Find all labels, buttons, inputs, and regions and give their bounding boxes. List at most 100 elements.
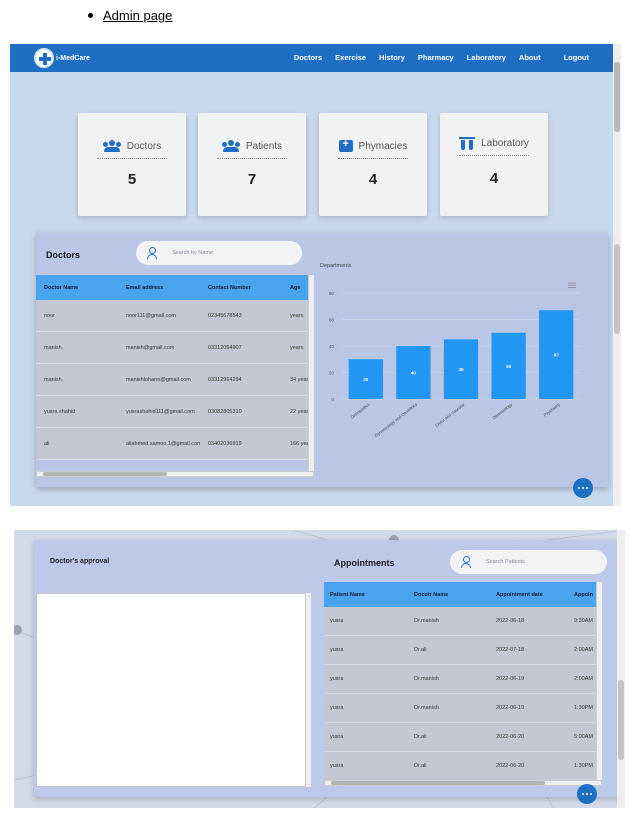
table-row[interactable]: ali aliahmed.samoo.1@gmail.com 034020369… xyxy=(36,428,314,460)
bar xyxy=(443,339,479,399)
cell-appointment-date: 2022-07-18 xyxy=(496,647,525,653)
table-row[interactable]: noor noor111@gmail.com 02345678543 years xyxy=(36,300,314,332)
table-row[interactable]: manish manish@gmail.com 03312064907 year… xyxy=(36,332,314,364)
bar xyxy=(539,310,574,399)
stat-value: 4 xyxy=(368,171,378,188)
cell-doctor-name: Dr.ali xyxy=(414,763,427,769)
table-row[interactable]: yusra shahid yusrashahid111@gmail.com 03… xyxy=(36,396,314,428)
bar-data-label: 40 xyxy=(411,371,417,376)
logo-text: i-MedCare xyxy=(56,54,90,62)
cell-appointment-date: 2022-06-19 xyxy=(496,705,525,711)
cell-age: years xyxy=(290,312,304,319)
scrollbar-thumb[interactable] xyxy=(331,781,545,785)
nav-link-doctors[interactable]: Doctors xyxy=(293,53,323,62)
page-scrollbar[interactable] xyxy=(613,44,621,506)
column-header[interactable]: Docotr Name xyxy=(414,591,449,598)
chat-icon[interactable] xyxy=(577,784,597,804)
cell-contact: 03312064907 xyxy=(208,344,242,351)
column-header[interactable]: Email address xyxy=(126,284,164,291)
cell-age: 166 years xyxy=(290,440,314,447)
cell-appointment-date: 2022-06-20 xyxy=(496,734,525,740)
navbar: i-MedCare Doctors Exercise History Pharm… xyxy=(10,44,621,72)
approval-appointments-panel: Doctor's approval Appointments Search Pa… xyxy=(34,540,624,804)
cell-email: yusrashahid111@gmail.com xyxy=(126,408,195,415)
doctors-panel: Doctors Search by Name Doctor Name Email… xyxy=(36,233,608,498)
y-tick-label: 40 xyxy=(329,344,335,349)
stat-label: Phymacies xyxy=(358,140,408,152)
panel-title: Doctors xyxy=(46,250,81,260)
stat-card-doctors[interactable]: Doctors 5 xyxy=(78,113,186,216)
column-header[interactable]: Contact Number xyxy=(208,284,251,291)
cell-doctor-name: noor xyxy=(44,312,56,319)
search-placeholder: Search Patients xyxy=(486,559,525,565)
table-row[interactable]: yusra Dr.ali 2022-06-20 1:30PM xyxy=(324,752,602,780)
logo[interactable]: i-MedCare xyxy=(34,48,90,68)
page-scrollbar[interactable] xyxy=(617,530,625,808)
stat-card-pharmacies[interactable]: Phymacies 4 xyxy=(319,113,427,216)
bar-data-label: 67 xyxy=(554,353,560,358)
divider xyxy=(459,155,529,156)
appointments-vertical-scrollbar[interactable] xyxy=(596,582,602,780)
stat-card-patients[interactable]: Patients 7 xyxy=(198,113,306,216)
page-scrollbar-thumb[interactable] xyxy=(614,62,620,132)
column-header[interactable]: Appoin xyxy=(574,591,593,598)
search-placeholder: Search by Name xyxy=(172,250,213,256)
table-row[interactable]: yusra Dr.ali 2022-07-18 2:00AM xyxy=(324,636,602,665)
table-vertical-scrollbar[interactable] xyxy=(308,275,314,471)
user-search-icon xyxy=(146,247,160,259)
scrollbar-thumb[interactable] xyxy=(43,472,167,476)
nav-link-pharmacy[interactable]: Pharmacy xyxy=(417,53,454,62)
column-header[interactable]: Doctor Name xyxy=(44,284,79,291)
section-heading: Admin page xyxy=(88,8,172,23)
nav-link-history[interactable]: History xyxy=(379,53,405,62)
patient-search-input[interactable]: Search Patients xyxy=(450,550,607,574)
cell-age: 22 years xyxy=(290,408,312,415)
cell-doctor-name: Dr.manish xyxy=(414,676,439,682)
y-tick-label: 60 xyxy=(329,318,335,323)
cell-email: noor111@gmail.com xyxy=(126,312,177,319)
users-icon xyxy=(221,140,240,152)
nav-link-logout[interactable]: Logout xyxy=(563,53,589,62)
x-tick-label: Orthopedics xyxy=(350,402,371,420)
column-header[interactable]: Patient Name xyxy=(330,591,365,598)
cell-doctor-name: Dr.ali xyxy=(414,647,427,653)
table-row[interactable]: yusra Dr.manish 2022-06-18 9:30AM xyxy=(324,607,602,636)
appointments-title: Appointments xyxy=(334,558,395,568)
stat-card-laboratory[interactable]: Laboratory 4 xyxy=(440,113,548,216)
cell-email: manish@gmail.com xyxy=(126,344,175,351)
cell-appointment-time: 1:30PM xyxy=(574,763,593,769)
chart-title: Departments xyxy=(320,263,352,269)
nav-link-laboratory[interactable]: Laboratory xyxy=(466,53,506,62)
y-tick-label: 80 xyxy=(329,291,335,296)
nav-link-about[interactable]: About xyxy=(518,53,541,62)
cell-doctor-name: Dr.ali xyxy=(414,734,427,740)
bar xyxy=(491,332,526,399)
cell-doctor-name: manish xyxy=(44,344,62,351)
table-row[interactable]: yusra Dr.ali 2022-06-20 5:00AM xyxy=(324,723,602,752)
bar-data-label: 50 xyxy=(506,364,512,369)
column-header[interactable]: Age xyxy=(290,284,301,291)
cell-patient-name: yusra xyxy=(330,705,344,711)
appointments-horizontal-scrollbar[interactable] xyxy=(324,780,602,786)
appointments-table: Patient Name Docotr Name Appointment dat… xyxy=(324,582,602,780)
table-row[interactable]: yusra Dr.manish 2022-06-19 1:30PM xyxy=(324,694,602,723)
cell-appointment-time: 1:30PM xyxy=(574,705,593,711)
nav-link-exercise[interactable]: Exercise xyxy=(335,53,367,62)
cell-contact: 03312964294 xyxy=(208,376,242,383)
page-scrollbar-thumb-lower[interactable] xyxy=(614,244,620,334)
column-header[interactable]: Appointment date xyxy=(496,591,543,598)
stat-value: 7 xyxy=(247,171,257,188)
table-horizontal-scrollbar[interactable] xyxy=(36,471,314,477)
cell-patient-name: yusra xyxy=(330,734,344,740)
table-row[interactable]: yusra Dr.manish 2022-06-19 2:00AM xyxy=(324,665,602,694)
stat-label: Laboratory xyxy=(481,137,529,149)
chat-icon[interactable] xyxy=(573,478,593,498)
table-row[interactable]: manish manishlohano@gmail.com 0331296429… xyxy=(36,364,314,396)
cell-appointment-date: 2022-06-20 xyxy=(496,763,525,769)
hamburger-icon xyxy=(568,282,576,288)
doctor-approval-list[interactable] xyxy=(36,593,311,787)
approval-scrollbar[interactable] xyxy=(305,593,311,787)
doctor-search-input[interactable]: Search by Name xyxy=(136,241,302,265)
divider xyxy=(217,158,287,159)
page-scrollbar-thumb[interactable] xyxy=(618,680,624,760)
